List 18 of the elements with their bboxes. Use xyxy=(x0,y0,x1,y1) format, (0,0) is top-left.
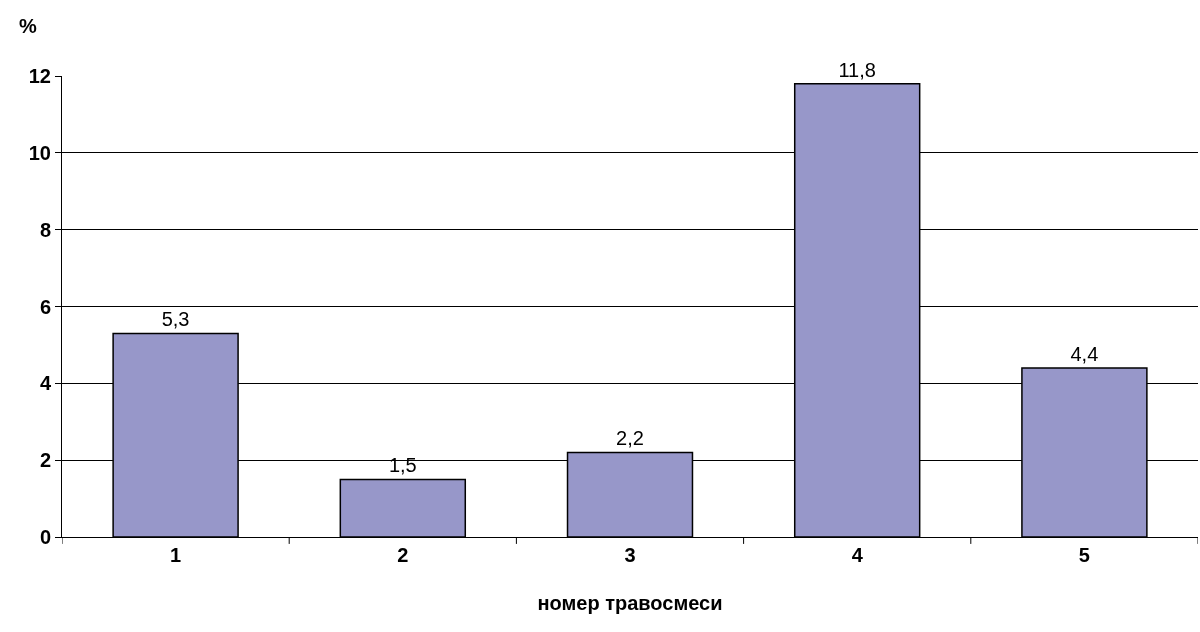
y-tick-label: 8 xyxy=(39,218,51,241)
y-tick-label: 4 xyxy=(39,372,52,395)
x-tick-label: 4 xyxy=(851,544,864,566)
y-tick-label: 0 xyxy=(39,526,51,548)
data-label: 5,3 xyxy=(161,308,190,331)
y-tick-label: 6 xyxy=(39,295,51,318)
y-tick-label: 2 xyxy=(39,449,51,472)
y-axis-title: % xyxy=(19,15,37,37)
data-label: 4,4 xyxy=(1070,342,1099,365)
x-axis-title: номер травосмеси xyxy=(537,591,723,614)
x-tick-label: 2 xyxy=(397,544,409,566)
x-tick-label: 3 xyxy=(624,544,636,566)
data-label: 11,8 xyxy=(838,58,876,81)
data-label: 2,2 xyxy=(616,427,644,450)
y-tick-label: 10 xyxy=(28,141,51,164)
x-tick-label: 1 xyxy=(170,544,182,566)
y-tick-label: 12 xyxy=(28,65,51,87)
x-tick-label: 5 xyxy=(1078,544,1090,566)
